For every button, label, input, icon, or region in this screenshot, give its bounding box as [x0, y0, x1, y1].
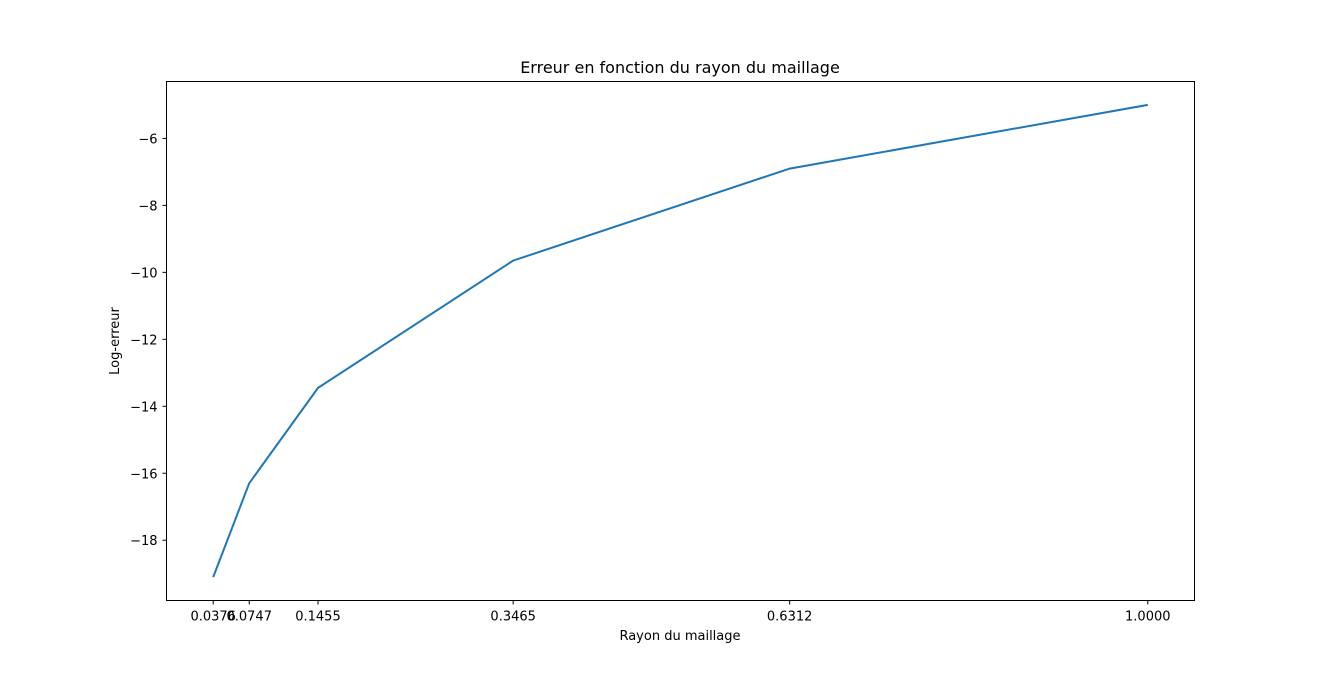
- series-line: [212, 103, 1148, 578]
- y-axis: −18 −16 −14 −12 −10 −8 −6: [130, 132, 167, 549]
- x-tick-label: 0.0376: [190, 610, 236, 625]
- x-tick-label: 0.0747: [226, 610, 272, 625]
- y-tick-label: −12: [130, 333, 157, 348]
- chart-title: Erreur en fonction du rayon du maillage: [520, 58, 840, 77]
- y-tick-label: −10: [130, 266, 157, 281]
- y-tick-label: −6: [138, 132, 157, 147]
- x-tick-label: 1.0000: [1125, 610, 1171, 625]
- plot-frame: [166, 81, 1195, 601]
- y-tick-label: −18: [130, 534, 157, 549]
- x-tick-label: 0.1455: [295, 610, 341, 625]
- y-tick-label: −14: [130, 400, 157, 415]
- y-tick-label: −16: [130, 467, 157, 482]
- y-axis-label: Log-erreur: [108, 307, 123, 375]
- x-tick-label: 0.6312: [767, 610, 813, 625]
- x-axis-label: Rayon du maillage: [619, 629, 740, 644]
- y-tick-label: −8: [138, 199, 157, 214]
- x-tick-label: 0.3465: [490, 610, 536, 625]
